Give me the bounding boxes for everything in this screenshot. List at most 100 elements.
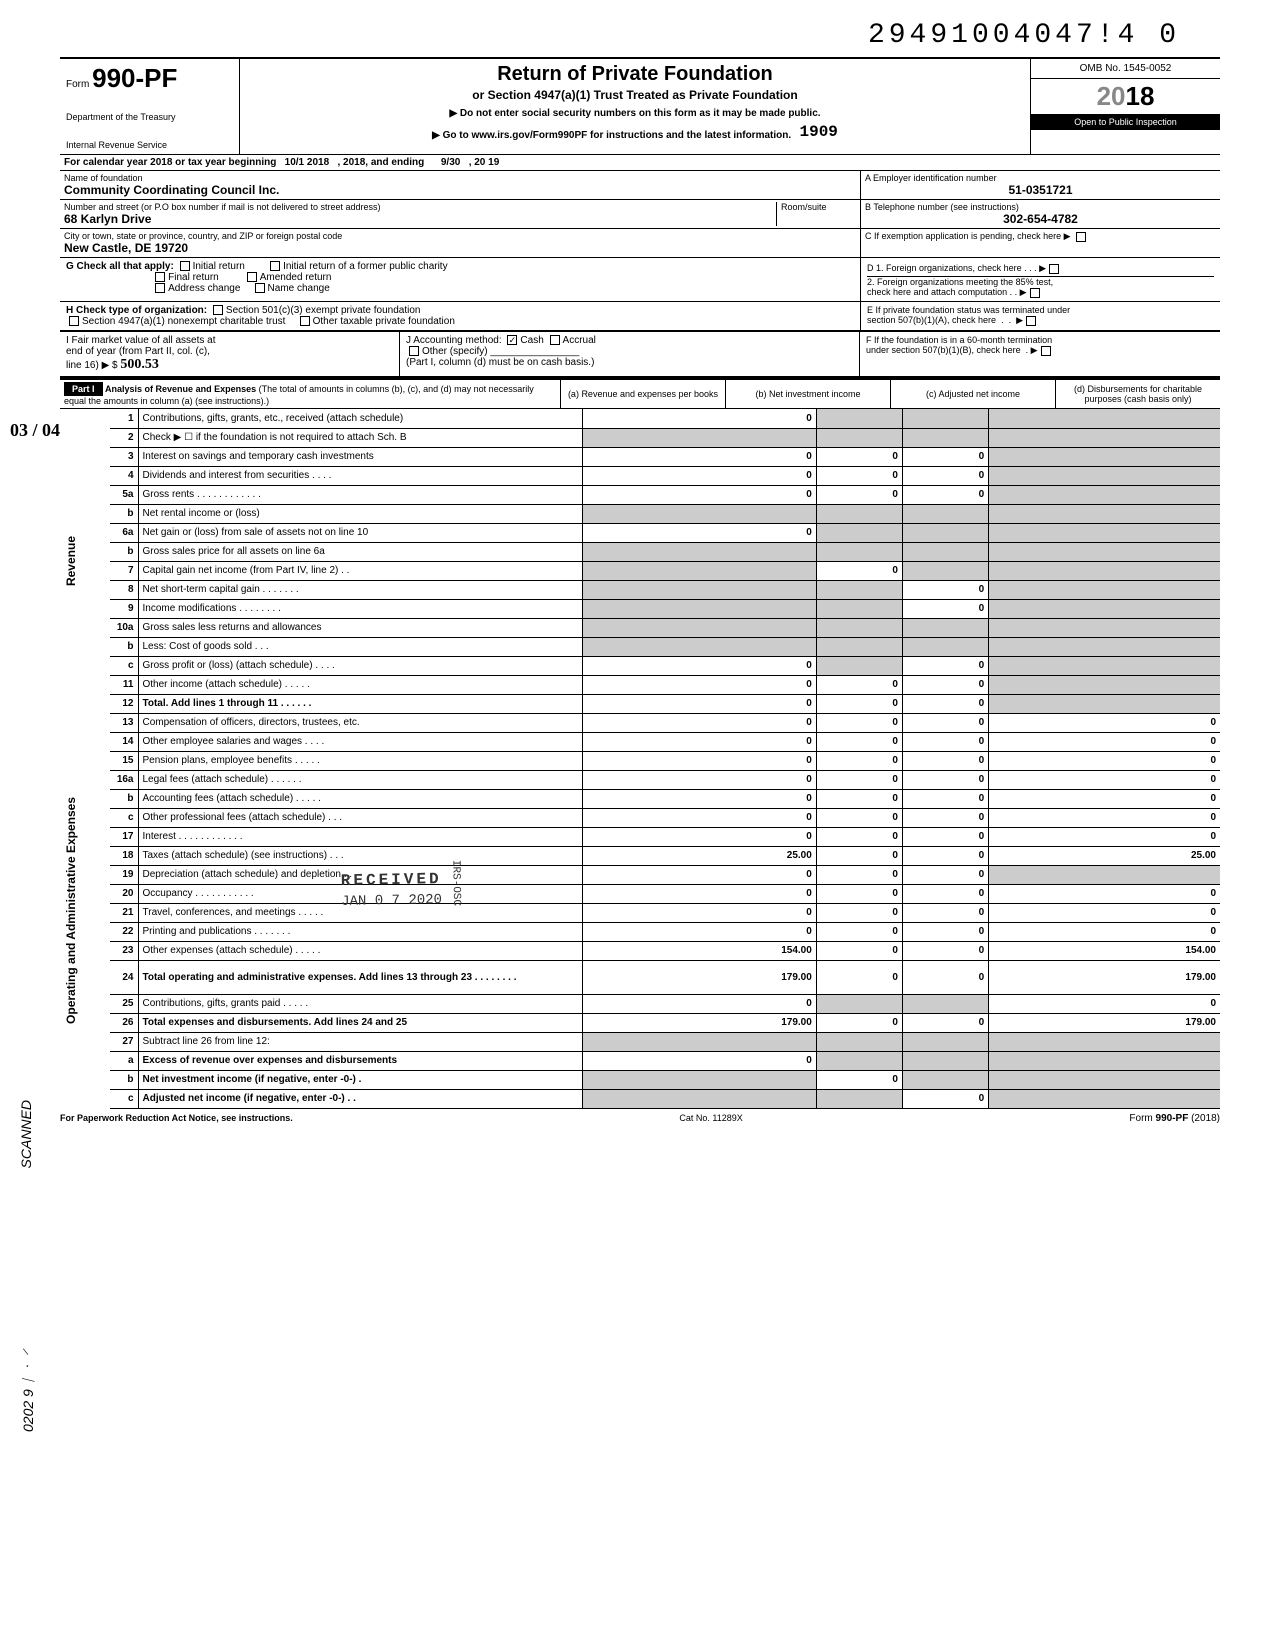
cb-amended[interactable] xyxy=(247,272,257,282)
cell-value xyxy=(582,599,816,618)
row-number: 1 xyxy=(110,409,138,428)
cb-e[interactable] xyxy=(1026,316,1036,326)
cell-value: 0 xyxy=(816,789,902,808)
cell-value xyxy=(816,618,902,637)
cell-value xyxy=(989,1032,1220,1051)
cb-address[interactable] xyxy=(155,283,165,293)
cell-value: 0 xyxy=(582,523,816,542)
row-description: Compensation of officers, directors, tru… xyxy=(138,713,582,732)
side-revenue: Revenue xyxy=(64,536,78,586)
cell-value xyxy=(989,504,1220,523)
cell-value xyxy=(902,618,988,637)
table-row: 11Other income (attach schedule) . . . .… xyxy=(60,675,1220,694)
form-note-ssn: ▶ Do not enter social security numbers o… xyxy=(246,108,1024,119)
cell-value: 0 xyxy=(902,675,988,694)
city-label: City or town, state or province, country… xyxy=(64,231,856,241)
cell-value xyxy=(582,561,816,580)
cell-value xyxy=(902,409,988,428)
cell-value xyxy=(816,1089,902,1108)
cb-4947[interactable] xyxy=(69,316,79,326)
cell-value: 0 xyxy=(582,770,816,789)
cell-value xyxy=(902,523,988,542)
table-row: 10aGross sales less returns and allowanc… xyxy=(60,618,1220,637)
cb-d1[interactable] xyxy=(1049,264,1059,274)
tax-year: 2018 xyxy=(1031,79,1220,114)
row-number: 6a xyxy=(110,523,138,542)
row-number: b xyxy=(110,542,138,561)
row-description: Occupancy . . . . . . . . . . . xyxy=(138,884,582,903)
cell-value: 0 xyxy=(816,827,902,846)
row-description: Taxes (attach schedule) (see instruction… xyxy=(138,846,582,865)
cell-value: 0 xyxy=(816,960,902,994)
row-description: Total operating and administrative expen… xyxy=(138,960,582,994)
row-number: 10a xyxy=(110,618,138,637)
cell-value: 0 xyxy=(582,409,816,428)
cell-value xyxy=(989,466,1220,485)
cell-value xyxy=(989,447,1220,466)
cell-value: 0 xyxy=(582,865,816,884)
row-description: Net gain or (loss) from sale of assets n… xyxy=(138,523,582,542)
cell-value xyxy=(989,428,1220,447)
row-description: Interest . . . . . . . . . . . . xyxy=(138,827,582,846)
section-h-e: H Check type of organization: Section 50… xyxy=(60,302,1220,331)
cell-value: 0 xyxy=(989,884,1220,903)
cell-value: 0 xyxy=(902,884,988,903)
cb-other-tax[interactable] xyxy=(300,316,310,326)
cell-value: 0 xyxy=(989,808,1220,827)
cb-initial-former[interactable] xyxy=(270,261,280,271)
cell-value: 0 xyxy=(989,789,1220,808)
cb-d2[interactable] xyxy=(1030,288,1040,298)
row-number: b xyxy=(110,789,138,808)
cell-value xyxy=(582,1032,816,1051)
cell-value: 0 xyxy=(902,599,988,618)
row-number: b xyxy=(110,504,138,523)
table-row: 19Depreciation (attach schedule) and dep… xyxy=(60,865,1220,884)
table-row: bNet rental income or (loss) xyxy=(60,504,1220,523)
cb-accrual[interactable] xyxy=(550,335,560,345)
cell-value xyxy=(582,542,816,561)
calendar-year-row: For calendar year 2018 or tax year begin… xyxy=(60,155,1220,171)
row-description: Other expenses (attach schedule) . . . .… xyxy=(138,941,582,960)
cell-value xyxy=(902,1032,988,1051)
cb-initial[interactable] xyxy=(180,261,190,271)
cb-501c3[interactable] xyxy=(213,305,223,315)
table-row: 18Taxes (attach schedule) (see instructi… xyxy=(60,846,1220,865)
part1-table: Revenue 1Contributions, gifts, grants, et… xyxy=(60,409,1220,1109)
cell-value: 25.00 xyxy=(582,846,816,865)
cell-value: 0 xyxy=(902,485,988,504)
row-number: 13 xyxy=(110,713,138,732)
cell-value xyxy=(582,1089,816,1108)
table-row: 2Check ▶ ☐ if the foundation is not requ… xyxy=(60,428,1220,447)
cell-value xyxy=(816,656,902,675)
row-description: Excess of revenue over expenses and disb… xyxy=(138,1051,582,1070)
cell-value: 0 xyxy=(902,770,988,789)
cb-final[interactable] xyxy=(155,272,165,282)
cb-name[interactable] xyxy=(255,283,265,293)
cb-other-acct[interactable] xyxy=(409,346,419,356)
row-number: c xyxy=(110,1089,138,1108)
cell-value: 0 xyxy=(902,656,988,675)
table-row: cGross profit or (loss) (attach schedule… xyxy=(60,656,1220,675)
table-row: 6aNet gain or (loss) from sale of assets… xyxy=(60,523,1220,542)
c-checkbox[interactable] xyxy=(1076,232,1086,242)
cell-value: 0 xyxy=(816,941,902,960)
table-row: bAccounting fees (attach schedule) . . .… xyxy=(60,789,1220,808)
row-description: Other income (attach schedule) . . . . . xyxy=(138,675,582,694)
table-row: Operating and Administrative Expenses13C… xyxy=(60,713,1220,732)
cell-value: 0 xyxy=(582,808,816,827)
cell-value: 0 xyxy=(582,447,816,466)
row-number: 20 xyxy=(110,884,138,903)
cell-value: 0 xyxy=(902,960,988,994)
row-description: Printing and publications . . . . . . . xyxy=(138,922,582,941)
cb-cash[interactable]: ✓ xyxy=(507,335,517,345)
cell-value: 0 xyxy=(816,675,902,694)
row-description: Adjusted net income (if negative, enter … xyxy=(138,1089,582,1108)
part1-label: Part I xyxy=(64,382,103,396)
cell-value: 154.00 xyxy=(989,941,1220,960)
cell-value: 0 xyxy=(902,865,988,884)
cb-f[interactable] xyxy=(1041,346,1051,356)
table-row: 5aGross rents . . . . . . . . . . . .000 xyxy=(60,485,1220,504)
row-description: Contributions, gifts, grants, etc., rece… xyxy=(138,409,582,428)
row-number: 22 xyxy=(110,922,138,941)
addr-label: Number and street (or P.O box number if … xyxy=(64,202,776,212)
